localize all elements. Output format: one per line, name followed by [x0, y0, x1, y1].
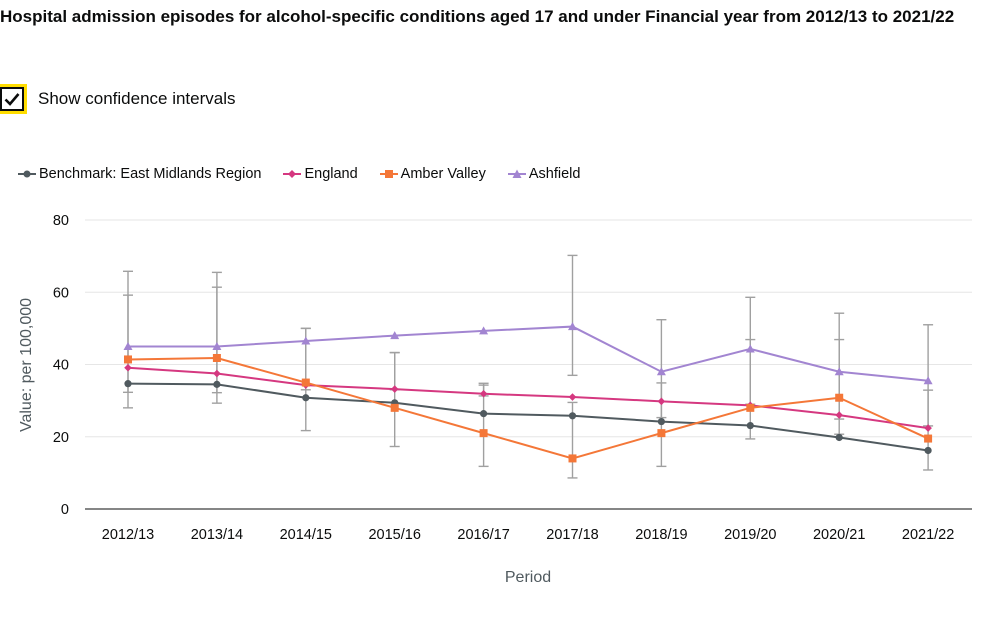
data-point-triangle [745, 344, 755, 353]
chart-title: Hospital admission episodes for alcohol-… [0, 7, 955, 26]
y-tick-label: 80 [53, 213, 69, 229]
data-point-triangle [390, 331, 400, 340]
data-point-diamond [657, 397, 666, 406]
x-axis-title: Period [505, 569, 551, 586]
data-point-square [657, 429, 666, 438]
x-tick-label: 2019/20 [724, 527, 776, 543]
series-line [127, 382, 929, 452]
x-tick-label: 2014/15 [280, 527, 332, 543]
legend-label: Amber Valley [400, 166, 486, 182]
series-line [128, 325, 929, 382]
data-point-square [212, 353, 221, 362]
data-point-circle [746, 421, 754, 430]
data-point-diamond [479, 389, 488, 398]
data-point-triangle [834, 367, 844, 376]
circle-marker-icon [18, 170, 36, 178]
chart-legend: Benchmark: East Midlands Region England … [18, 166, 602, 182]
x-tick-label: 2012/13 [102, 527, 154, 543]
y-tick-label: 40 [53, 358, 69, 374]
legend-item-benchmark[interactable]: Benchmark: East Midlands Region [18, 166, 261, 182]
data-point-diamond [213, 369, 221, 378]
legend-item-amber-valley[interactable]: Amber Valley [379, 166, 486, 182]
square-marker-icon [379, 170, 398, 178]
data-point-triangle [123, 341, 133, 350]
x-tick-label: 2015/16 [368, 527, 420, 543]
series-line [127, 356, 929, 460]
data-point-diamond [390, 385, 399, 393]
data-point-diamond [124, 363, 132, 372]
data-point-diamond [924, 424, 932, 432]
data-point-diamond [568, 393, 577, 401]
legend-item-ashfield[interactable]: Ashfield [507, 166, 581, 182]
data-point-circle [124, 380, 132, 388]
data-point-square [746, 403, 755, 412]
data-point-square [301, 378, 310, 387]
confidence-intervals-label: Show confidence intervals [38, 89, 236, 108]
data-point-circle [302, 394, 310, 402]
data-point-triangle [923, 376, 933, 385]
x-tick-label: 2018/19 [635, 527, 687, 543]
data-point-circle [924, 446, 932, 455]
triangle-marker-icon [507, 169, 526, 178]
data-point-circle [480, 410, 488, 418]
data-point-triangle [568, 322, 577, 331]
legend-label: Benchmark: East Midlands Region [39, 166, 262, 182]
checkmark-icon [4, 93, 20, 106]
legend-label: Ashfield [528, 166, 581, 182]
y-tick-label: 20 [53, 430, 69, 446]
y-tick-label: 60 [53, 285, 69, 301]
x-tick-label: 2016/17 [457, 527, 509, 543]
data-point-square [568, 454, 577, 463]
x-tick-label: 2017/18 [546, 527, 598, 543]
diamond-marker-icon [283, 170, 302, 178]
data-point-square [124, 355, 132, 364]
confidence-intervals-checkbox[interactable] [0, 87, 24, 111]
x-tick-label: 2020/21 [813, 527, 865, 543]
data-point-square [835, 393, 844, 402]
data-point-circle [568, 412, 577, 420]
y-axis-title: Value: per 100,000 [18, 298, 35, 432]
x-tick-label: 2021/22 [902, 527, 954, 543]
data-point-circle [657, 417, 666, 426]
data-point-triangle [212, 341, 222, 350]
confidence-intervals-toggle[interactable]: Show confidence intervals [0, 87, 236, 111]
data-point-triangle [656, 367, 666, 376]
data-point-triangle [301, 336, 311, 345]
legend-item-england[interactable]: England [283, 166, 358, 182]
data-point-square [924, 434, 933, 443]
data-point-circle [213, 380, 221, 388]
data-point-square [479, 429, 488, 438]
data-point-square [390, 403, 399, 412]
legend-label: England [304, 166, 358, 182]
series-line [127, 366, 929, 430]
data-point-circle [835, 433, 843, 442]
y-tick-label: 0 [61, 502, 69, 518]
x-tick-label: 2013/14 [191, 527, 243, 543]
data-point-triangle [479, 326, 489, 335]
data-point-diamond [835, 411, 843, 419]
